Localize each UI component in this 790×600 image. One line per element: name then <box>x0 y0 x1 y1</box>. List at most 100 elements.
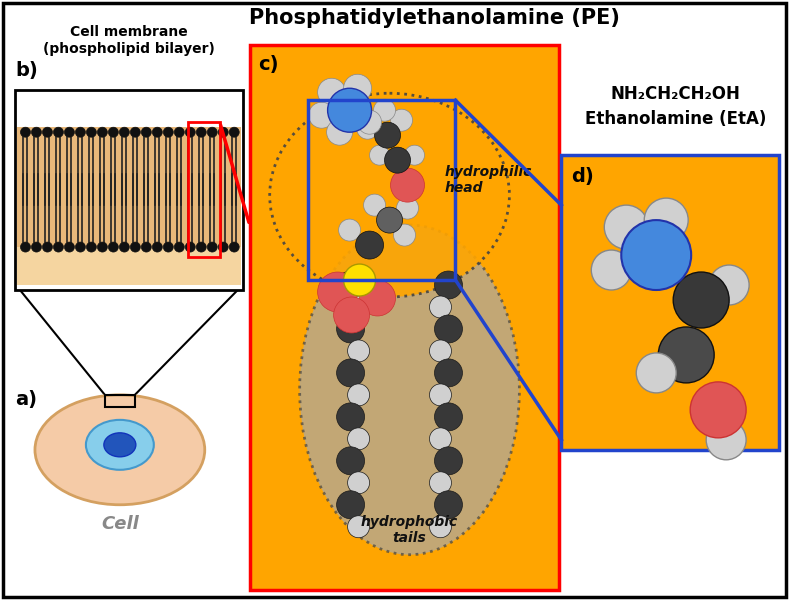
Circle shape <box>86 127 96 137</box>
Ellipse shape <box>103 433 136 457</box>
Circle shape <box>430 340 451 362</box>
Circle shape <box>591 250 631 290</box>
Ellipse shape <box>299 225 519 554</box>
Ellipse shape <box>269 93 510 297</box>
Text: hydrophilic
head: hydrophilic head <box>445 165 532 195</box>
Circle shape <box>186 242 195 252</box>
Circle shape <box>337 403 364 431</box>
Circle shape <box>344 74 371 102</box>
Circle shape <box>435 403 462 431</box>
Circle shape <box>328 88 371 132</box>
Circle shape <box>97 127 107 137</box>
Circle shape <box>130 127 141 137</box>
Circle shape <box>644 198 688 242</box>
Circle shape <box>318 272 358 312</box>
Circle shape <box>152 242 162 252</box>
Circle shape <box>348 384 370 406</box>
Circle shape <box>337 491 364 519</box>
Circle shape <box>43 127 52 137</box>
Circle shape <box>21 242 31 252</box>
Circle shape <box>97 242 107 252</box>
Circle shape <box>175 127 184 137</box>
Circle shape <box>636 353 676 393</box>
Circle shape <box>108 242 118 252</box>
Circle shape <box>435 271 462 299</box>
Circle shape <box>390 168 424 202</box>
Circle shape <box>43 242 52 252</box>
Circle shape <box>393 224 416 246</box>
Circle shape <box>21 127 31 137</box>
Circle shape <box>108 127 118 137</box>
Circle shape <box>141 127 152 137</box>
Text: d): d) <box>571 167 594 186</box>
Circle shape <box>435 447 462 475</box>
Text: a): a) <box>15 390 37 409</box>
Bar <box>188 122 220 257</box>
Circle shape <box>374 122 401 148</box>
Circle shape <box>337 315 364 343</box>
Circle shape <box>218 127 228 137</box>
Circle shape <box>326 119 352 145</box>
Circle shape <box>404 145 424 165</box>
Bar <box>307 100 456 280</box>
Circle shape <box>435 359 462 387</box>
Circle shape <box>339 219 360 241</box>
Circle shape <box>65 242 74 252</box>
Text: Cell membrane
(phospholipid bilayer): Cell membrane (phospholipid bilayer) <box>43 25 215 56</box>
Circle shape <box>397 197 419 219</box>
Bar <box>17 247 241 285</box>
Circle shape <box>196 242 206 252</box>
Bar <box>562 155 779 450</box>
Circle shape <box>119 127 130 137</box>
Circle shape <box>435 315 462 343</box>
Circle shape <box>348 516 370 538</box>
Text: Cell: Cell <box>101 515 139 533</box>
Circle shape <box>54 242 63 252</box>
Circle shape <box>430 516 451 538</box>
Circle shape <box>359 280 396 316</box>
Circle shape <box>175 242 184 252</box>
Circle shape <box>32 127 41 137</box>
Circle shape <box>337 271 364 299</box>
Circle shape <box>363 194 386 216</box>
Circle shape <box>130 242 141 252</box>
Circle shape <box>65 127 74 137</box>
Circle shape <box>152 127 162 137</box>
Circle shape <box>348 472 370 494</box>
Circle shape <box>348 296 370 318</box>
Circle shape <box>370 145 389 165</box>
Text: c): c) <box>258 55 278 74</box>
Bar <box>105 395 135 407</box>
Circle shape <box>348 428 370 450</box>
Ellipse shape <box>35 395 205 505</box>
Circle shape <box>430 384 451 406</box>
Circle shape <box>186 127 195 137</box>
Circle shape <box>309 102 335 128</box>
Circle shape <box>690 382 746 438</box>
Circle shape <box>141 242 152 252</box>
Circle shape <box>709 265 749 305</box>
Circle shape <box>75 242 85 252</box>
Circle shape <box>430 296 451 318</box>
Circle shape <box>673 272 729 328</box>
Circle shape <box>435 491 462 519</box>
Circle shape <box>604 205 649 249</box>
Text: b): b) <box>15 61 38 80</box>
Text: hydrophobic
tails: hydrophobic tails <box>361 515 458 545</box>
Circle shape <box>318 78 345 106</box>
Circle shape <box>75 127 85 137</box>
Bar <box>17 92 241 127</box>
Circle shape <box>658 327 714 383</box>
Circle shape <box>229 127 239 137</box>
Bar <box>250 46 559 590</box>
Circle shape <box>356 231 384 259</box>
Circle shape <box>119 242 130 252</box>
Circle shape <box>337 447 364 475</box>
Circle shape <box>86 242 96 252</box>
Circle shape <box>377 207 403 233</box>
Circle shape <box>706 420 746 460</box>
Bar <box>15 90 243 290</box>
Circle shape <box>218 242 228 252</box>
Circle shape <box>348 340 370 362</box>
Circle shape <box>196 127 206 137</box>
